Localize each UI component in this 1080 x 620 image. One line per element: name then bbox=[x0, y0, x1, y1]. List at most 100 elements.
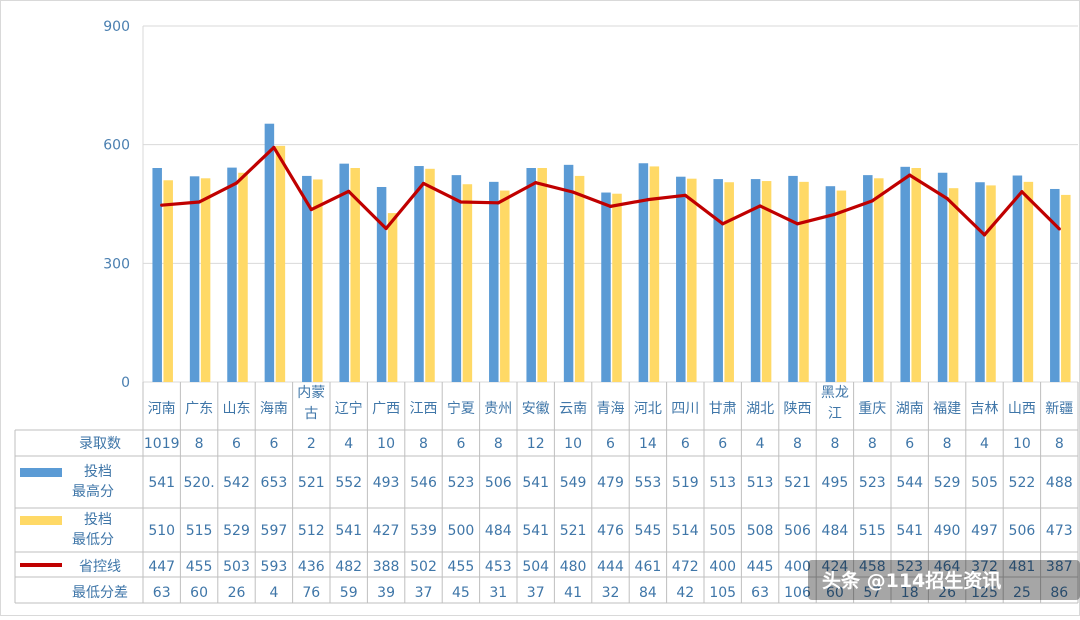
table-cell-3-22: 372 bbox=[971, 559, 998, 575]
table-cell-3-21: 464 bbox=[934, 559, 961, 575]
table-cell-2-6: 427 bbox=[373, 523, 400, 539]
bar-max-0 bbox=[152, 168, 162, 382]
table-cell-0-24: 8 bbox=[1055, 436, 1064, 452]
table-cell-3-1: 455 bbox=[186, 559, 213, 575]
table-cell-2-18: 484 bbox=[822, 523, 849, 539]
table-cell-3-13: 461 bbox=[635, 559, 662, 575]
table-cell-4-19: 57 bbox=[863, 585, 881, 601]
table-cell-1-0: 541 bbox=[148, 475, 175, 491]
table-cell-3-5: 482 bbox=[335, 559, 362, 575]
y-tick-label-600: 600 bbox=[103, 138, 130, 154]
table-cell-1-19: 523 bbox=[859, 475, 886, 491]
bar-min-15 bbox=[724, 182, 734, 382]
table-cell-3-2: 503 bbox=[223, 559, 250, 575]
legend-swatch-1 bbox=[20, 516, 62, 525]
bar-min-11 bbox=[574, 175, 585, 382]
table-cell-3-19: 458 bbox=[859, 559, 886, 575]
table-cell-2-7: 539 bbox=[410, 523, 437, 539]
table-cell-4-3: 4 bbox=[269, 585, 278, 601]
table-cell-2-24: 473 bbox=[1046, 523, 1073, 539]
table-cell-4-13: 84 bbox=[639, 585, 657, 601]
category-label-15: 甘肃 bbox=[709, 401, 737, 417]
table-cell-2-8: 500 bbox=[448, 523, 475, 539]
line-point-20 bbox=[908, 173, 912, 177]
table-cell-0-14: 6 bbox=[681, 436, 690, 452]
category-label-4-line0: 内蒙 bbox=[297, 385, 325, 401]
line-point-13 bbox=[646, 198, 650, 202]
category-label-10: 安徽 bbox=[522, 401, 550, 417]
table-cell-1-1: 520. bbox=[184, 475, 215, 491]
line-point-18 bbox=[833, 212, 837, 216]
category-label-22: 吉林 bbox=[971, 401, 999, 417]
bar-max-6 bbox=[376, 186, 387, 382]
table-cell-1-8: 523 bbox=[448, 475, 475, 491]
table-cell-3-14: 472 bbox=[672, 559, 699, 575]
line-point-21 bbox=[945, 196, 949, 201]
table-cell-0-21: 8 bbox=[943, 436, 952, 452]
table-cell-2-3: 597 bbox=[261, 523, 288, 539]
y-tick-label-900: 900 bbox=[103, 19, 130, 35]
table-cell-1-9: 506 bbox=[485, 475, 512, 491]
bar-max-15 bbox=[713, 179, 723, 382]
table-cell-1-24: 488 bbox=[1046, 475, 1073, 491]
table-cell-2-15: 505 bbox=[709, 523, 736, 539]
table-cell-0-13: 14 bbox=[639, 436, 657, 452]
category-label-8: 宁夏 bbox=[447, 400, 475, 417]
category-label-6: 广西 bbox=[372, 401, 400, 417]
table-cell-4-15: 105 bbox=[709, 585, 736, 601]
table-cell-3-10: 504 bbox=[522, 559, 549, 575]
table-cell-3-4: 436 bbox=[298, 559, 325, 575]
bar-max-7 bbox=[414, 166, 424, 382]
table-cell-0-12: 6 bbox=[606, 436, 615, 452]
table-cell-2-9: 484 bbox=[485, 523, 512, 539]
table-cell-0-8: 6 bbox=[456, 436, 465, 452]
bar-min-19 bbox=[874, 178, 884, 382]
table-cell-0-1: 8 bbox=[195, 436, 204, 452]
table-cell-1-5: 552 bbox=[335, 475, 362, 491]
bar-max-21 bbox=[937, 172, 948, 382]
category-label-19: 重庆 bbox=[858, 401, 886, 417]
table-cell-3-6: 388 bbox=[373, 559, 400, 575]
table-cell-1-11: 549 bbox=[560, 475, 587, 491]
line-point-3 bbox=[272, 145, 276, 150]
table-cell-4-8: 45 bbox=[452, 585, 470, 601]
table-cell-2-23: 506 bbox=[1009, 523, 1036, 539]
table-cell-1-16: 513 bbox=[747, 475, 774, 491]
category-label-24: 新疆 bbox=[1045, 401, 1073, 417]
line-point-19 bbox=[870, 199, 874, 203]
table-cell-0-19: 8 bbox=[868, 436, 877, 452]
table-cell-2-4: 512 bbox=[298, 523, 325, 539]
legend-swatch-0 bbox=[20, 468, 62, 477]
table-cell-3-18: 424 bbox=[822, 559, 849, 575]
table-cell-4-7: 37 bbox=[415, 585, 433, 601]
table-cell-2-19: 515 bbox=[859, 523, 886, 539]
category-label-9: 贵州 bbox=[484, 401, 512, 417]
bar-max-1 bbox=[189, 176, 200, 382]
legend-label-1-line0: 投档 bbox=[84, 512, 112, 528]
line-point-4 bbox=[309, 207, 313, 212]
category-label-14: 四川 bbox=[671, 401, 699, 417]
bar-max-4 bbox=[302, 175, 312, 382]
table-cell-4-18: 60 bbox=[826, 585, 844, 601]
table-cell-4-16: 63 bbox=[751, 585, 769, 601]
table-cell-3-16: 445 bbox=[747, 559, 774, 575]
table-cell-1-18: 495 bbox=[822, 475, 849, 491]
bar-min-2 bbox=[238, 172, 248, 382]
table-cell-4-9: 31 bbox=[489, 585, 507, 601]
table-cell-4-23: 25 bbox=[1013, 585, 1031, 601]
table-cell-3-23: 481 bbox=[1009, 559, 1036, 575]
line-point-17 bbox=[795, 222, 800, 226]
table-cell-1-22: 505 bbox=[971, 475, 998, 491]
table-row-label-0: 录取数 bbox=[79, 436, 121, 452]
table-cell-3-20: 523 bbox=[896, 559, 923, 575]
category-label-23: 山西 bbox=[1008, 401, 1036, 417]
table-cell-3-11: 480 bbox=[560, 559, 587, 575]
table-cell-2-11: 521 bbox=[560, 523, 587, 539]
bar-max-23 bbox=[1012, 175, 1023, 382]
table-cell-1-14: 519 bbox=[672, 475, 699, 491]
category-label-16: 湖北 bbox=[746, 401, 774, 417]
bar-min-7 bbox=[425, 168, 435, 382]
table-cell-2-22: 497 bbox=[971, 523, 998, 539]
table-cell-0-7: 8 bbox=[419, 436, 428, 452]
table-cell-4-1: 60 bbox=[190, 585, 208, 601]
